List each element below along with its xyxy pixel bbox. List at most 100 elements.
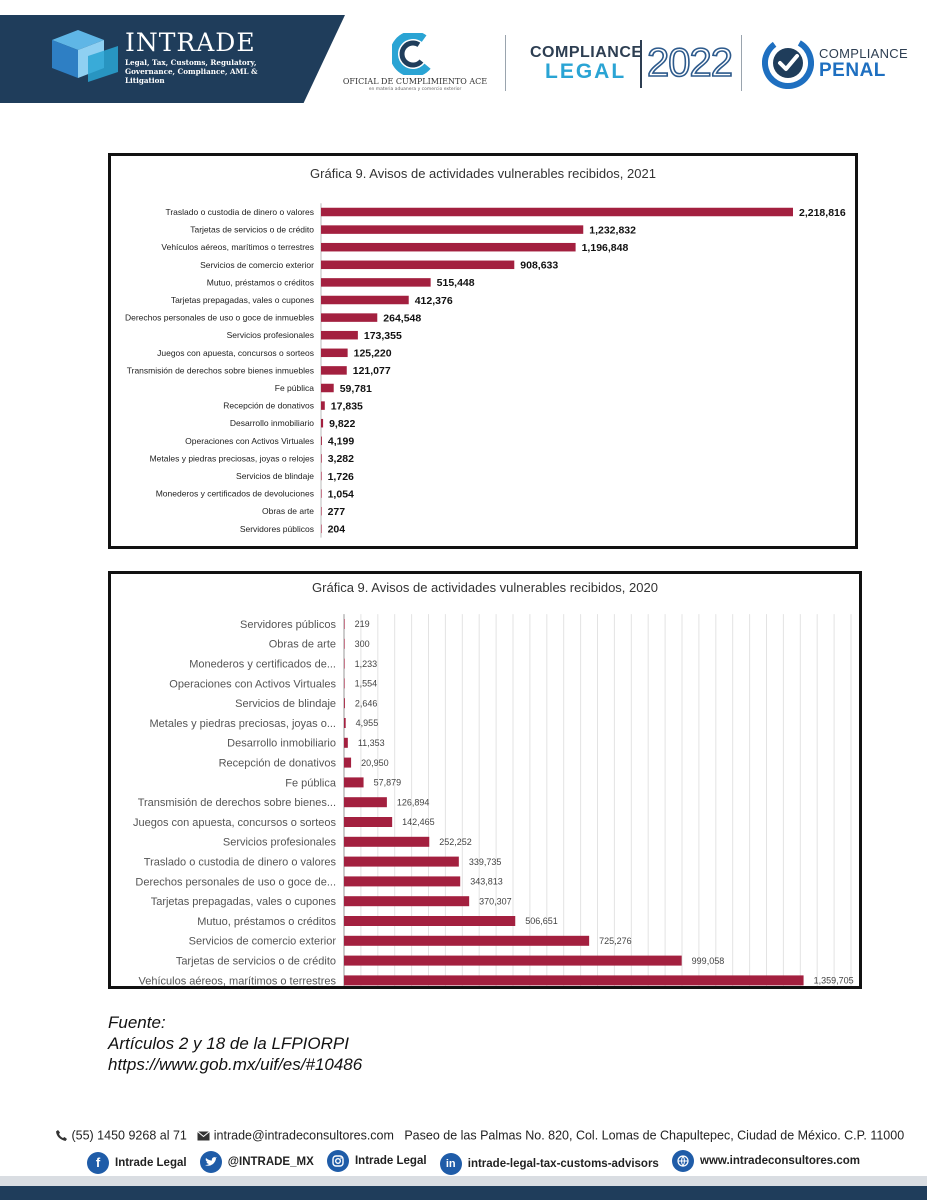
bar [321,418,324,428]
data-label: 57,879 [374,778,402,788]
bar [344,916,516,926]
category-label: Monederos y certificados de... [189,658,336,670]
data-label: 1,726 [328,471,354,483]
category-label: Desarrollo inmobiliario [230,418,314,428]
bar [344,698,345,709]
facebook-link[interactable]: f Intrade Legal [87,1151,187,1174]
email-icon [197,1130,211,1141]
footer-strip-light [0,1176,927,1186]
compliance-penal-logo-icon [762,37,814,89]
linkedin-label: intrade-legal-tax-customs-advisors [467,1158,659,1170]
source-line-2[interactable]: https://www.gob.mx/uif/es/#10486 [108,1055,363,1074]
bar [344,856,459,867]
facebook-label: Intrade Legal [115,1156,187,1169]
header-divider [505,35,506,91]
data-label: 142,465 [402,817,435,827]
category-label: Servidores públicos [240,619,336,631]
bar [344,935,590,946]
category-label: Fe pública [285,777,337,789]
bar [321,207,793,217]
intrade-brand: INTRADE [125,28,256,57]
instagram-label: Intrade Legal [354,1155,427,1167]
footer-strip-dark [0,1186,927,1200]
bar [344,876,461,887]
category-label: Vehículos aéreos, marítimos o terrestres [161,242,314,252]
category-label: Servicios profesionales [227,330,314,340]
facebook-icon: f [87,1151,109,1174]
category-label: Obras de arte [269,639,336,651]
category-label: Transmisión de derechos sobre bienes inm… [127,365,314,375]
bar [321,454,322,463]
bar [321,366,347,375]
intrade-logo-icon [52,30,118,82]
bar [321,225,584,234]
bar [344,836,430,847]
data-label: 343,813 [470,877,503,887]
category-label: Metales y piedras preciosas, joyas o... [150,718,336,730]
instagram-link[interactable]: Intrade Legal [326,1150,427,1172]
website-label: www.intradeconsultores.com [700,1155,861,1167]
data-label: 2,218,816 [799,207,846,219]
data-label: 125,220 [354,348,392,360]
data-label: 4,955 [356,718,379,728]
data-label: 1,554 [355,679,378,689]
data-label: 204 [328,524,346,536]
bar [344,658,345,669]
data-label: 9,822 [329,418,355,430]
footer-phone[interactable]: (55) 1450 9268 al 71 [71,1128,187,1143]
bar [321,313,378,322]
category-label: Monederos y certificados de devoluciones [156,489,314,499]
data-label: 370,307 [479,896,512,906]
category-label: Derechos personales de uso o goce de... [135,876,336,888]
bar [321,489,322,498]
data-label: 3,282 [328,453,354,465]
bar [321,506,322,516]
footer-address: Paseo de las Palmas No. 820, Col. Lomas … [404,1128,905,1143]
data-label: 4,199 [328,436,354,448]
bar [321,524,322,534]
category-label: Servicios de blindaje [235,698,336,710]
bar [321,278,431,287]
data-label: 515,448 [437,277,475,289]
bar [344,975,804,986]
category-label: Vehículos aéreos, marítimos o terrestres [139,975,337,986]
footer-email[interactable]: intrade@intradeconsultores.com [213,1128,394,1143]
bar [344,718,346,728]
data-label: 173,355 [364,330,402,342]
category-label: Recepción de donativos [223,401,314,411]
twitter-icon [199,1151,222,1173]
bar [321,242,576,252]
category-label: Servidores públicos [240,524,314,534]
chart-2021-plot: Traslado o custodia de dinero o valores 2… [125,203,846,538]
ace-logo-icon [392,33,434,75]
category-label: Juegos con apuesta, concursos o sorteos [157,348,314,358]
data-label: 2,646 [355,698,378,708]
website-link[interactable]: www.intradeconsultores.com [672,1150,860,1172]
data-label: 277 [328,506,346,518]
category-label: Servicios de blindaje [236,471,314,481]
data-label: 1,359,705 [814,976,854,986]
bar [344,619,345,629]
data-label: 725,276 [599,936,632,946]
linkedin-link[interactable]: in intrade-legal-tax-customs-advisors [439,1153,659,1175]
data-label: 1,196,848 [582,242,629,254]
data-label: 252,252 [439,837,472,847]
bar [321,330,358,340]
data-label: 506,651 [525,916,558,926]
category-label: Operaciones con Activos Virtuales [169,678,336,690]
category-label: Juegos con apuesta, concursos o sorteos [133,817,337,829]
source-note: Fuente: Artículos 2 y 18 de la LFPIORPI … [108,1012,362,1075]
ace-title: OFICIAL DE CUMPLIMIENTO ACE [342,77,488,86]
compliance-penal-top: COMPLIANCE [819,46,908,61]
bar [321,383,334,393]
source-label: Fuente: [108,1013,166,1032]
category-label: Obras de arte [262,506,314,516]
footer-social: f Intrade Legal @INTRADE_MX Intrade Lega… [87,1150,867,1175]
category-label: Servicios profesionales [223,837,337,849]
data-label: 300 [355,639,370,649]
bar [344,757,352,768]
twitter-link[interactable]: @INTRADE_MX [199,1151,314,1173]
globe-icon [672,1150,695,1172]
phone-icon [56,1130,67,1142]
data-label: 17,835 [331,400,363,412]
